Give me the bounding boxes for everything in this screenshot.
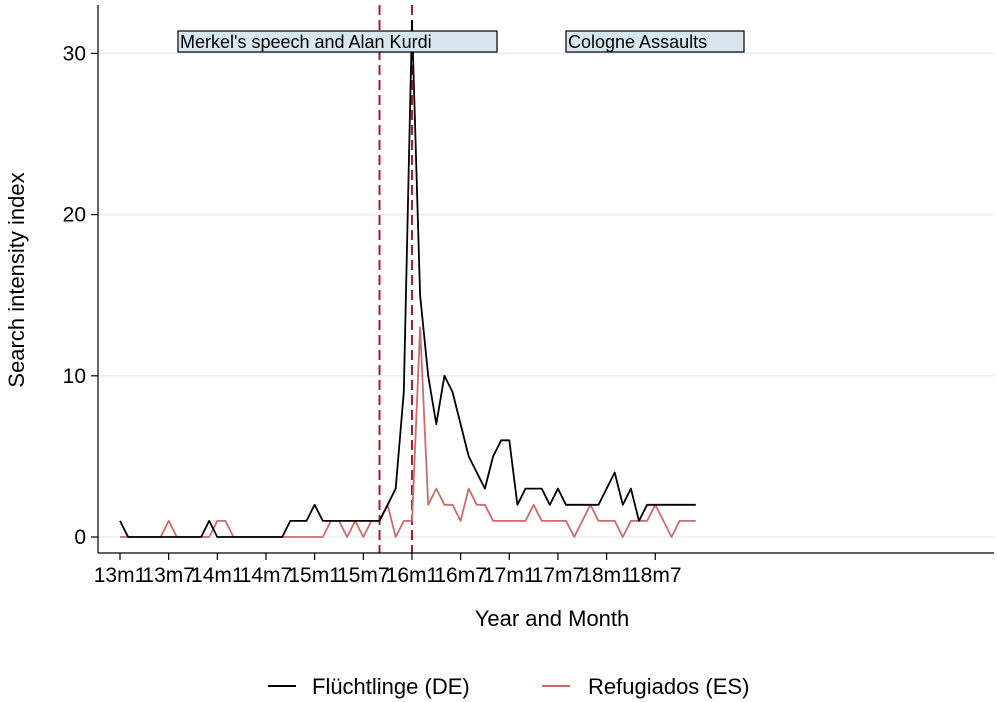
- event-lines: [378, 5, 413, 553]
- y-axis-title: Search intensity index: [4, 172, 29, 387]
- y-tick-label-20: 20: [63, 204, 86, 227]
- annotation-label-2: Cologne Assaults: [568, 32, 707, 52]
- series-lines: [119, 20, 696, 538]
- annotation-box-2: [565, 30, 745, 53]
- x-tick-label-13m7: 13m7: [142, 564, 195, 587]
- x-tick-label-17m1: 17m1: [483, 564, 536, 587]
- x-tick-label-18m1: 18m1: [580, 564, 633, 587]
- x-tick-label-16m7: 16m7: [434, 564, 487, 587]
- x-tick-label-16m1: 16m1: [386, 564, 439, 587]
- series-line-2: [120, 326, 696, 538]
- x-tick-label-15m7: 15m7: [337, 564, 390, 587]
- legend: Flüchtlinge (DE) Refugiados (ES): [268, 674, 749, 699]
- legend-label-1: Flüchtlinge (DE): [312, 674, 470, 699]
- y-tick-label-0: 0: [74, 526, 86, 549]
- legend-label-2: Refugiados (ES): [588, 674, 749, 699]
- y-tick-label-10: 10: [63, 365, 86, 388]
- x-tick-label-14m1: 14m1: [191, 564, 244, 587]
- x-tick-label-15m1: 15m1: [288, 564, 341, 587]
- annotation-box-1: [177, 30, 498, 53]
- x-tick-label-17m7: 17m7: [532, 564, 585, 587]
- grid: [98, 52, 994, 538]
- y-tick-label-30: 30: [63, 42, 86, 65]
- x-tick-label-18m7: 18m7: [629, 564, 682, 587]
- x-tick-label-14m7: 14m7: [240, 564, 293, 587]
- x-axis-title: Year and Month: [475, 606, 630, 631]
- axes: 010203013m113m714m114m715m115m716m116m71…: [63, 5, 994, 587]
- event-annotations: Merkel's speech and Alan Kurdi Cologne As…: [177, 30, 745, 53]
- series-line-1: [119, 20, 696, 538]
- x-tick-label-13m1: 13m1: [94, 564, 147, 587]
- annotation-label-1: Merkel's speech and Alan Kurdi: [180, 32, 432, 52]
